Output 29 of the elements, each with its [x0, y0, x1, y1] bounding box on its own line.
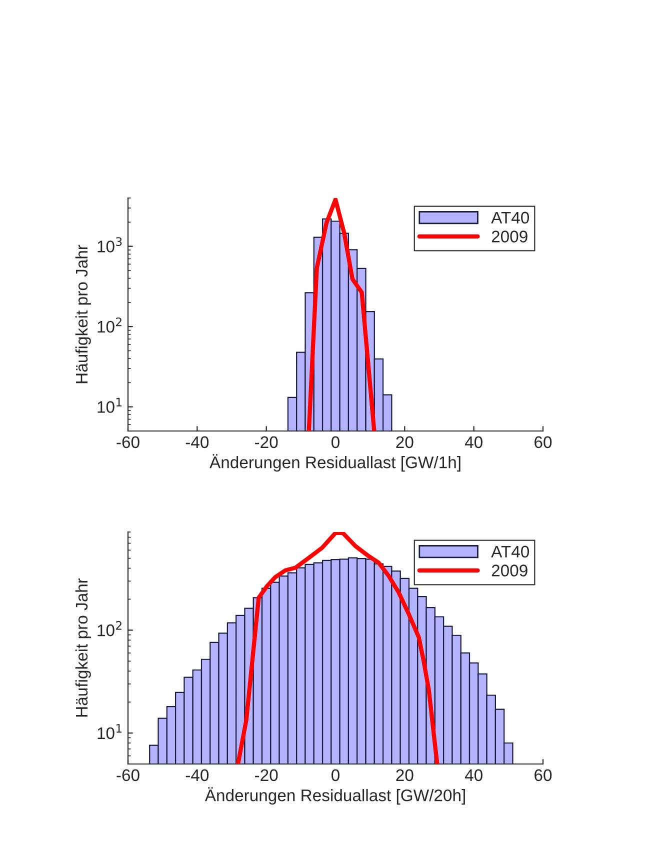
y-axis-title: Häufigkeit pro Jahr: [75, 244, 91, 384]
legend-label: 2009: [492, 564, 528, 576]
y-tick-label: 10$^{2}$: [98, 317, 122, 333]
x-tick-label: -60: [116, 436, 140, 448]
line-series: [236, 532, 440, 764]
x-tick-label: 60: [534, 436, 552, 448]
x-tick-label: 60: [534, 769, 552, 782]
x-axis-title: Änderungen Residuallast [GW/1h]: [210, 454, 460, 472]
legend-label: 2009: [492, 230, 528, 242]
legend-label: AT40: [491, 546, 530, 558]
legend-label: AT40: [491, 212, 530, 224]
x-tick-label: -20: [255, 769, 278, 782]
x-tick-label: 40: [464, 436, 482, 448]
line-series: [306, 198, 376, 431]
x-tick-label: 40: [464, 769, 482, 782]
x-tick-label: -40: [186, 769, 209, 782]
x-tick-label: -60: [116, 769, 140, 782]
y-tick-label: 10$^{1}$: [98, 398, 122, 413]
x-tick-label: 20: [396, 769, 414, 782]
y-tick-label: 10$^{2}$: [98, 621, 122, 636]
x-tick-label: 0: [332, 436, 340, 448]
x-tick-label: -40: [186, 436, 209, 448]
y-axis-title: Häufigkeit pro Jahr: [75, 578, 91, 717]
y-tick-label: 10$^{3}$: [98, 237, 122, 252]
x-tick-label: 20: [396, 436, 414, 448]
y-tick-label: 10$^{1}$: [98, 724, 122, 740]
x-tick-label: -20: [255, 436, 278, 448]
x-axis-title: Änderungen Residuallast [GW/20h]: [204, 787, 465, 805]
x-tick-label: 0: [332, 769, 340, 782]
